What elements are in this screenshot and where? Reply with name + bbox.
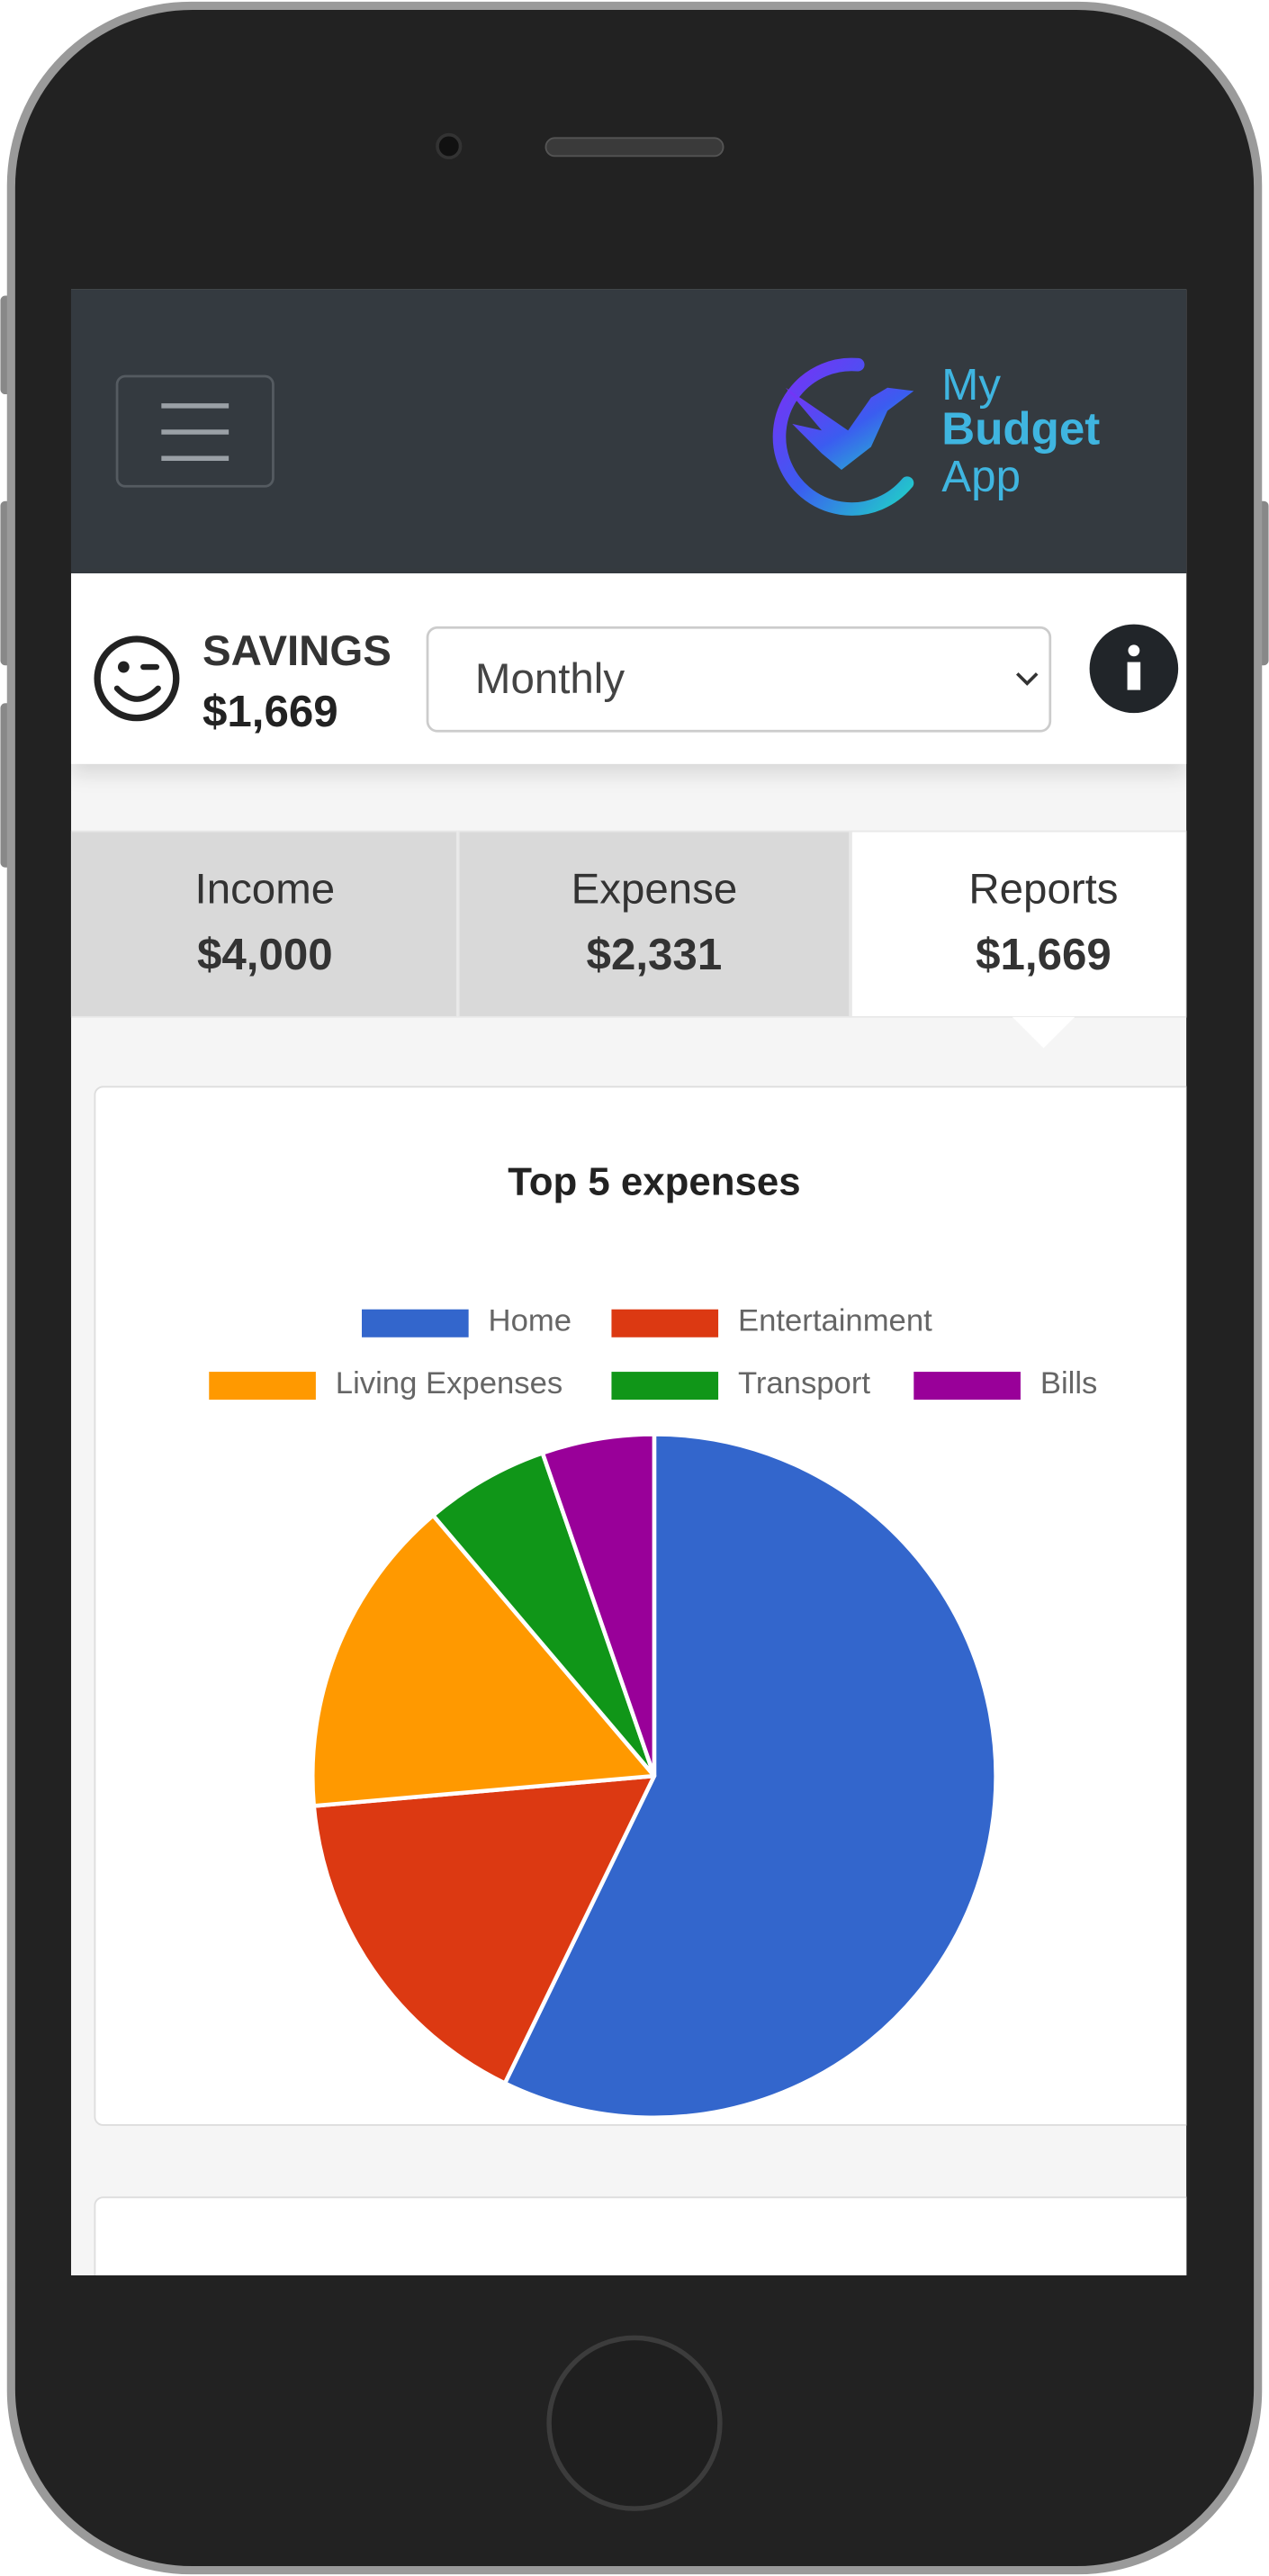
tab-background <box>70 830 458 1018</box>
select-chevron <box>1015 672 1039 686</box>
home-button[interactable] <box>546 2335 723 2511</box>
pie-chart: Home Entertainment Living Expenses Transpor… <box>209 1303 1097 2121</box>
smiley-face <box>94 635 180 722</box>
screen: My Budget App SAVINGS $1,669 Monthly Inc… <box>70 289 1187 2275</box>
logo-text: App <box>941 452 1021 501</box>
navbar <box>70 289 1187 574</box>
tabs: Income $4,000 Expense $2,331 Reports $1,669 <box>70 830 1187 1018</box>
savings-amount: $1,669 <box>202 687 338 736</box>
tab[interactable]: Reports $1,669 <box>850 830 1187 1018</box>
logo-text: Budget <box>941 403 1100 455</box>
info-stem <box>1127 662 1141 690</box>
legend-item[interactable]: Entertainment <box>611 1303 932 1338</box>
camera <box>436 132 463 160</box>
tab-label: Income <box>195 866 336 914</box>
pie-slice[interactable] <box>502 1432 998 2121</box>
legend-swatch <box>611 1309 719 1338</box>
legend-item[interactable]: Home <box>362 1303 572 1338</box>
tab-pointer <box>1012 1016 1076 1049</box>
logo[interactable]: My Budget App <box>772 357 1100 516</box>
pie-slice[interactable] <box>540 1432 657 1779</box>
legend-label: Entertainment <box>738 1303 932 1338</box>
tab-amount: $2,331 <box>587 930 723 979</box>
legend-item[interactable]: Bills <box>914 1366 1097 1401</box>
info-dot <box>1128 644 1140 657</box>
legend-label: Transport <box>738 1366 870 1401</box>
pie-slice[interactable] <box>311 1773 657 2085</box>
smiley-eye <box>117 661 130 673</box>
smiley-icon <box>94 635 180 722</box>
legend-label: Living Expenses <box>336 1366 562 1401</box>
menu-button-border <box>115 374 274 488</box>
smiley-mouth <box>113 685 161 702</box>
legend-swatch <box>362 1309 469 1338</box>
pie-slice[interactable] <box>310 1513 657 1808</box>
menu-button[interactable] <box>115 374 274 488</box>
legend-swatch <box>611 1372 719 1401</box>
logo-ring <box>772 357 914 516</box>
legend-swatch <box>209 1372 316 1401</box>
legend-item[interactable]: Living Expenses <box>209 1366 562 1401</box>
tab-label: Reports <box>968 866 1118 914</box>
select-value: Monthly <box>475 655 625 703</box>
legend-label: Bills <box>1040 1366 1098 1401</box>
legend-item[interactable]: Transport <box>611 1366 870 1401</box>
select-box <box>426 626 1052 733</box>
next-card <box>94 2196 1187 2275</box>
info-button[interactable] <box>1089 624 1179 714</box>
chart-title: Top 5 expenses <box>508 1160 800 1204</box>
tab[interactable]: Income $4,000 <box>70 830 458 1018</box>
tab-label: Expense <box>572 866 738 914</box>
legend-label: Home <box>489 1303 572 1338</box>
tab-amount: $4,000 <box>197 930 333 979</box>
tab-background <box>457 830 851 1018</box>
tab-amount: $1,669 <box>976 930 1112 979</box>
pie-slice[interactable] <box>430 1451 657 1779</box>
speaker <box>544 137 724 158</box>
period-select[interactable]: Monthly <box>426 626 1052 733</box>
logo-bird <box>785 387 914 471</box>
logo-text: My <box>941 360 1001 410</box>
tab[interactable]: Expense $2,331 <box>457 830 851 1018</box>
savings-label: SAVINGS <box>202 627 392 675</box>
tab-background <box>850 830 1187 1018</box>
legend-swatch <box>914 1372 1021 1401</box>
